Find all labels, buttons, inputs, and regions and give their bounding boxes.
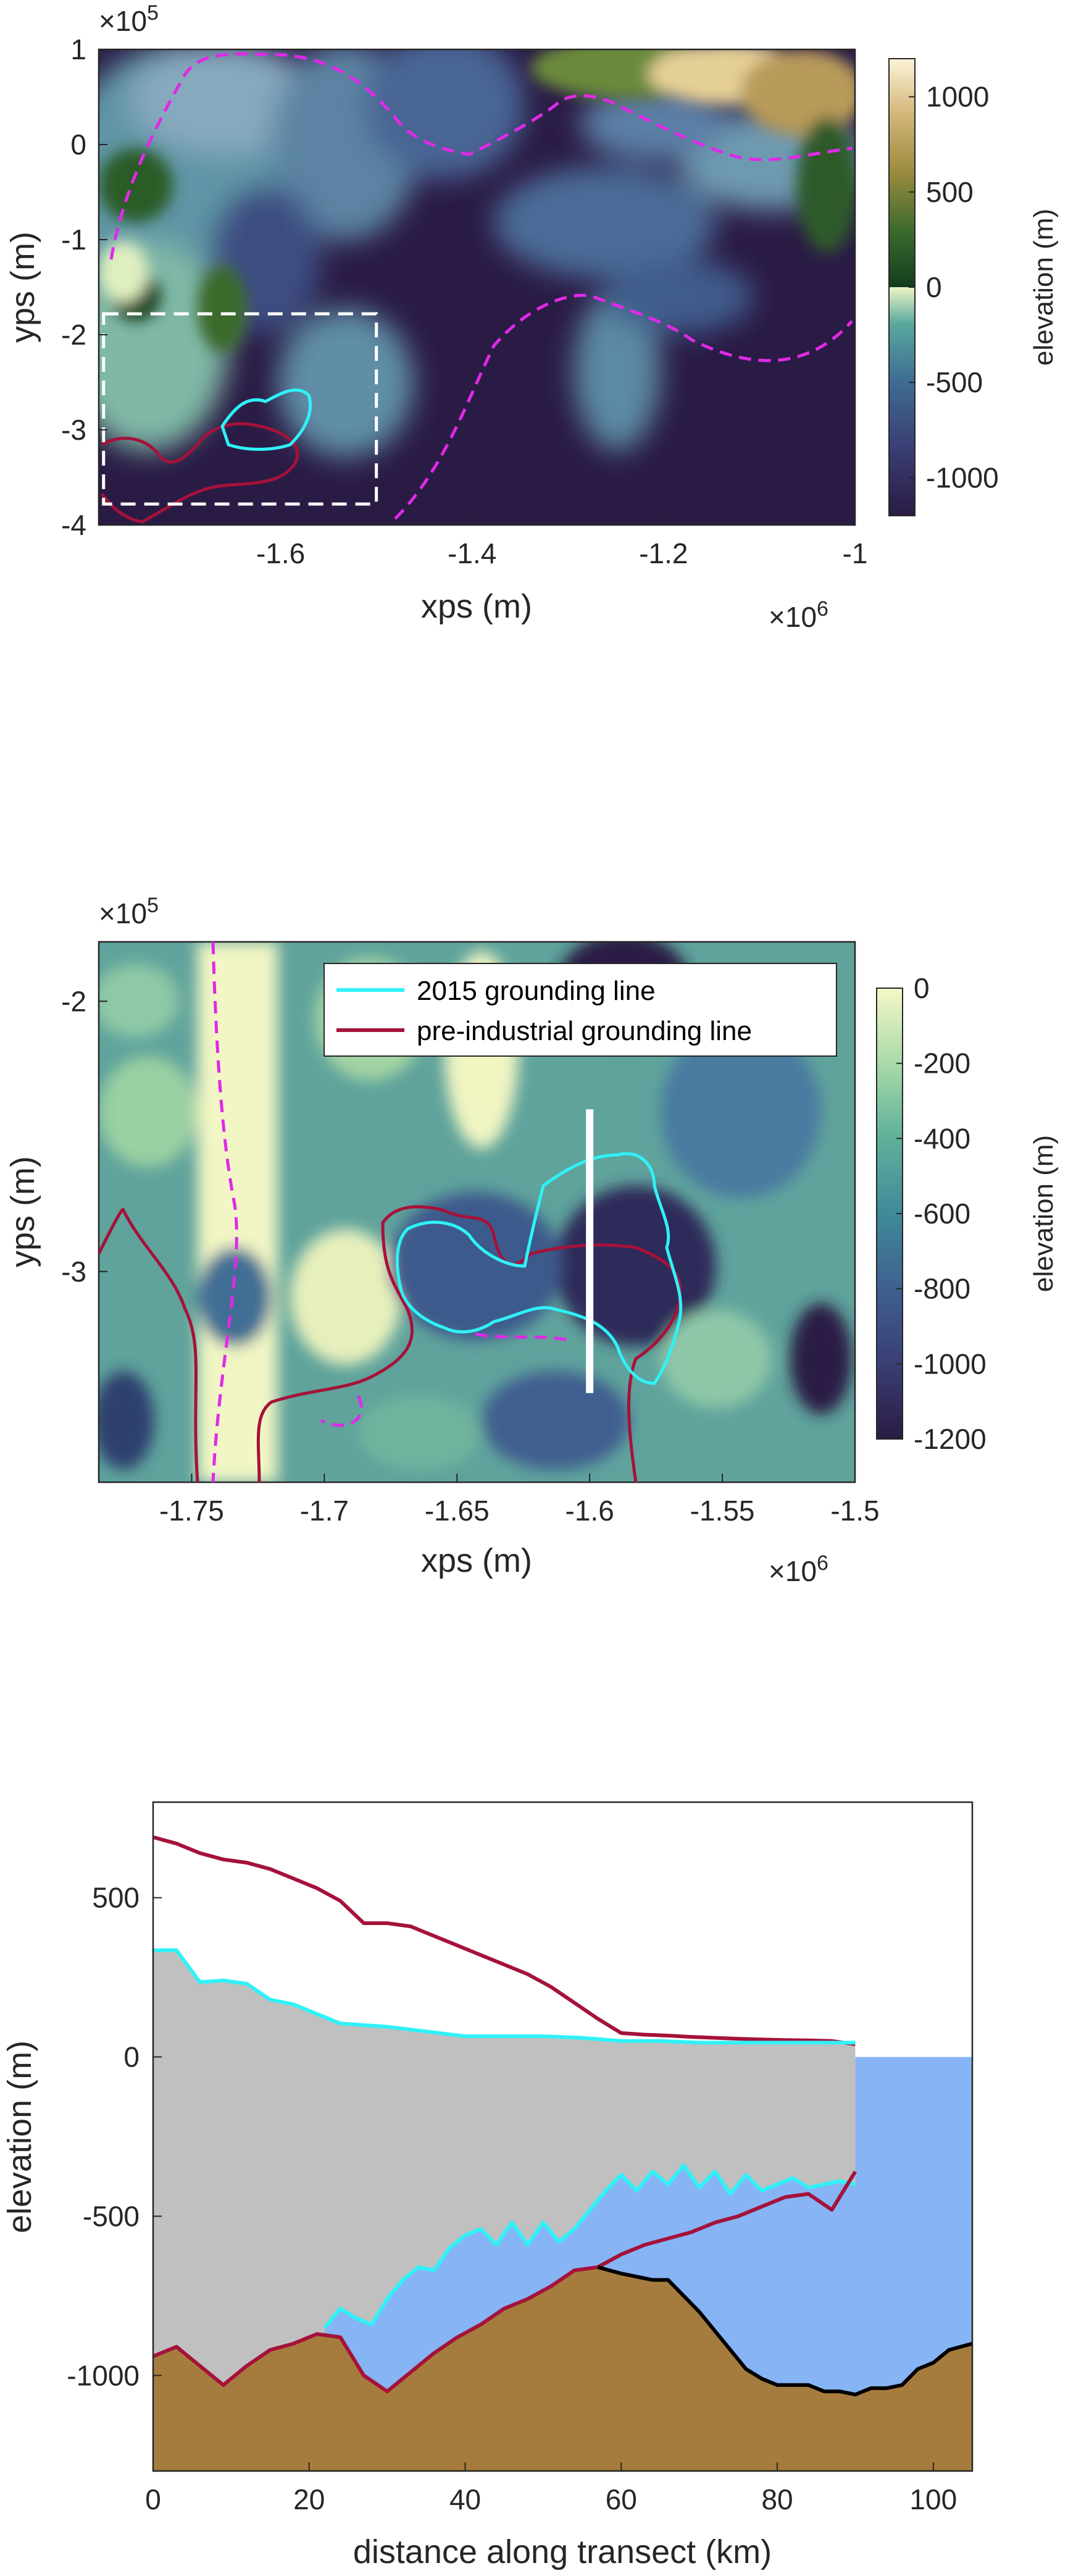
panel-3-bed-line [597,2265,973,2397]
panel-3-xtick-label: 20 [293,2483,325,2515]
panel-2-legend-box [323,963,837,1057]
panel-3-series [152,1835,973,2397]
panel-2-y-exponent: ×105 [99,894,159,929]
panel-3-ticks: 0 20 40 60 80 100 500 0 -500 -1000 [67,1882,957,2515]
panel-3-xtick-label: 60 [606,2483,637,2515]
panel-2-map: 2015 grounding line pre-industrial groun… [4,894,1059,1587]
panel-3-transect-chart: 0 20 40 60 80 100 500 0 -500 -1000 distance along… [1,1801,974,2570]
panel-2-xtick-label: -1.65 [425,1495,490,1527]
panel-2-ice-front-line [211,942,238,1482]
panel-2-colorbar-tick-label: -200 [914,1047,970,1080]
panel-3-preindustrial-surface-line [152,1835,856,2046]
panel-2-axes-box [98,941,856,1483]
panel-2-colorbar-ticks: 0 -200 -400 -600 -800 -1000 -1200 [896,972,987,1455]
panel-3-xtick-label: 100 [909,2483,957,2515]
panel-3-axes-box [152,1801,974,2472]
panel-2-ytick-label: -2 [61,985,86,1017]
panel-2-colorbar-tick-label: -400 [914,1122,970,1154]
panel-2-ticks: -1.75 -1.7 -1.65 -1.6 -1.55 -1.5 -2 -3 [61,985,880,1527]
panel-3-2015-ice-base-line [323,2163,856,2329]
panel-1-inset-box [102,312,378,506]
panel-2-ice-shelf-line [320,1332,569,1427]
panel-1-ylabel: yps (m) [4,232,41,343]
panel-3-preindustrial-ice-base-line [152,2170,857,2394]
panel-2-xtick-label: -1.5 [830,1495,879,1527]
panel-3-fills [153,1950,972,2471]
panel-2-xtick-label: -1.6 [565,1495,614,1527]
panel-2-colorbar-tick-label: -1200 [914,1423,987,1455]
panel-2-x-exponent: ×106 [769,1551,828,1587]
panel-2-colorbar-tick-label: 0 [914,972,930,1004]
panel-2-ytick-label: -3 [61,1256,86,1288]
panel-1-map: -1.6 -1.4 -1.2 -1 1 0 -1 -2 -3 -4 ×105 ×106 xps (… [4,1,1059,633]
panel-1-ytick-label: -1 [61,224,86,256]
panel-1-xtick-label: -1.4 [448,537,496,569]
panel-3-ice-fill [153,1950,856,2385]
panel-3-xtick-label: 80 [761,2483,793,2515]
panel-2-2015-grounding-line [396,1152,683,1385]
panel-1-colorbar-tick-label: 0 [926,271,942,303]
panel-2-ylabel: yps (m) [4,1156,41,1267]
panel-2-xtick-label: -1.7 [300,1495,349,1527]
panel-2-preindustrial-grounding-line [99,1205,682,1482]
panel-1-ytick-label: 1 [70,33,86,65]
panel-3-xtick-label: 0 [145,2483,161,2515]
panel-1-ytick-label: -3 [61,414,86,446]
panel-1-xtick-label: -1 [843,537,868,569]
panel-1-colorbar-tick-label: 500 [926,176,974,208]
panel-2-xtick-label: -1.75 [159,1495,224,1527]
panel-1-colorbar-label: elevation (m) [1028,209,1059,366]
panel-1-colorbar-ticks: 1000 500 0 -500 -1000 [909,81,999,493]
panel-1-colorbar [888,58,916,516]
panel-1-x-exponent: ×106 [769,597,828,633]
panel-3-xlabel: distance along transect (km) [353,2533,772,2570]
panel-1-ytick-label: 0 [70,128,86,161]
panel-2-legend: 2015 grounding line pre-industrial groun… [323,963,837,1057]
panel-3-ytick-label: -500 [83,2200,140,2232]
legend-label-2015: 2015 grounding line [417,976,656,1006]
panel-1-2015-grounding-line [220,388,312,451]
panel-3-2015-surface-line [153,1948,856,2045]
panel-1-xtick-label: -1.2 [639,537,688,569]
panel-1-colorbar-tick-label: -500 [926,366,983,398]
panel-3-ytick-label: -1000 [67,2359,140,2391]
panel-2-colorbar-tick-label: -600 [914,1198,970,1230]
panel-2-xlabel: xps (m) [421,1542,532,1579]
panel-3-bedrock-fill [153,2267,972,2471]
panel-1-elevation-image [99,49,855,525]
legend-label-preindustrial: pre-industrial grounding line [417,1016,752,1046]
panel-2-colorbar-tick-label: -800 [914,1273,970,1305]
panel-1-y-exponent: ×105 [99,1,159,37]
panel-1-ice-front-line [109,52,853,260]
panel-1-xlabel: xps (m) [421,588,532,625]
panel-1-preindustrial-grounding-line [101,422,299,524]
panel-3-xtick-label: 40 [449,2483,481,2515]
panel-3-ytick-label: 0 [123,2041,140,2073]
panel-1-ytick-label: -2 [61,319,86,351]
panel-1-ice-shelf-line [394,293,853,520]
panel-1-colorbar-tick-label: 1000 [926,81,989,113]
panel-1-axes-box [98,48,856,526]
panel-2-xtick-label: -1.55 [690,1495,755,1527]
panel-3-ytick-label: 500 [92,1882,140,1914]
panel-2-colorbar-label: elevation (m) [1028,1135,1059,1292]
panel-2-colorbar-tick-label: -1000 [914,1348,987,1380]
panel-1-ytick-label: -4 [61,509,86,541]
panel-3-ylabel: elevation (m) [1,2041,38,2233]
panel-1-xtick-label: -1.6 [256,537,305,569]
panel-1-colorbar-tick-label: -1000 [926,461,999,493]
panel-1-ticks: -1.6 -1.4 -1.2 -1 1 0 -1 -2 -3 -4 [61,33,867,569]
